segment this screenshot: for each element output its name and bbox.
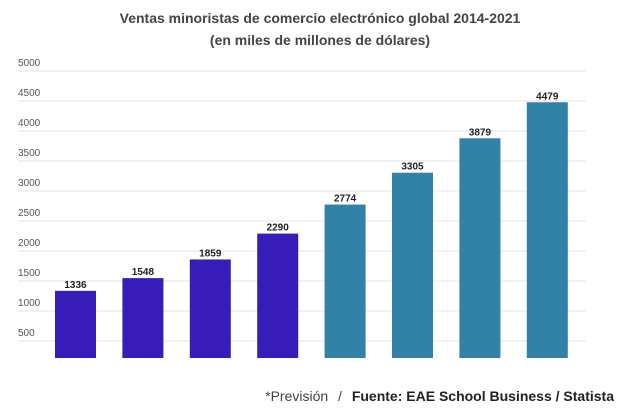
y-tick-label: 3000 bbox=[18, 178, 41, 189]
y-tick-label: 1500 bbox=[18, 268, 41, 279]
footer-separator: / bbox=[338, 388, 342, 404]
data-label: 2774 bbox=[334, 194, 357, 205]
source-note: Fuente: EAE School Business / Statista bbox=[351, 388, 614, 404]
bar bbox=[392, 172, 433, 358]
data-label: 4479 bbox=[536, 91, 559, 102]
forecast-note: *Previsión bbox=[265, 388, 329, 404]
bar bbox=[324, 204, 366, 358]
y-tick-label: 2500 bbox=[18, 208, 41, 219]
data-label: 3305 bbox=[401, 162, 424, 173]
data-label: 1859 bbox=[199, 248, 222, 259]
bar bbox=[257, 233, 299, 358]
bar bbox=[122, 278, 164, 358]
y-tick-label: 3500 bbox=[18, 148, 41, 159]
chart-title: Ventas minoristas de comercio electrónic… bbox=[119, 10, 521, 26]
y-tick-label: 2000 bbox=[18, 238, 41, 249]
data-label: 1548 bbox=[132, 267, 155, 278]
y-tick-label: 5000 bbox=[18, 58, 41, 69]
y-tick-label: 500 bbox=[18, 328, 35, 339]
bar bbox=[459, 138, 501, 358]
data-label: 3879 bbox=[469, 127, 492, 138]
y-tick-label: 4000 bbox=[18, 118, 41, 129]
data-label: 2290 bbox=[267, 223, 290, 234]
y-tick-label: 1000 bbox=[18, 298, 41, 309]
bar bbox=[55, 290, 96, 358]
bar bbox=[526, 102, 568, 358]
y-tick-label: 4500 bbox=[18, 88, 41, 99]
data-label: 1336 bbox=[64, 280, 87, 291]
footer: *Previsión / Fuente: EAE School Business… bbox=[265, 388, 614, 404]
bar bbox=[189, 259, 231, 358]
chart-subtitle: (en miles de millones de dólares) bbox=[209, 32, 431, 48]
